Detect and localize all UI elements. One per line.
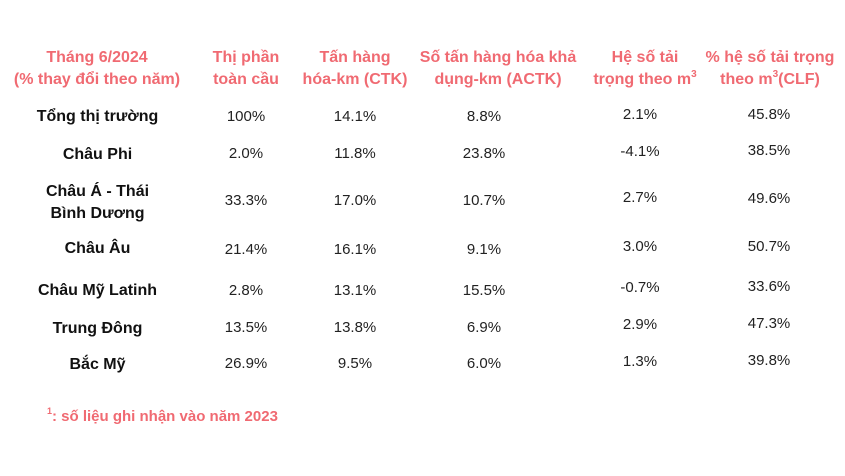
header-global-share-line1: Thị phần	[212, 49, 280, 66]
header-load-factor-line1: Hệ số tải	[611, 49, 679, 66]
header-ctk-line2: hóa-km (CTK)	[302, 71, 408, 88]
row-label: Châu Á - Thái Bình Dương	[15, 181, 180, 225]
footnote-text: : số liệu ghi nhận vào năm 2023	[52, 408, 278, 425]
cell-load-factor: -0.7%	[620, 279, 660, 296]
cell-actk: 8.8%	[466, 108, 502, 125]
row-label-text: Châu Phi	[62, 146, 133, 163]
cell-ctk: 14.1%	[333, 108, 377, 125]
row-label-text-line2: Bình Dương	[50, 205, 145, 222]
header-actk-line2: dụng-km (ACTK)	[434, 71, 562, 88]
row-label-text: Bắc Mỹ	[69, 356, 126, 373]
header-global-share: Thị phần toàn cầu	[196, 47, 296, 91]
cell-ctk: 11.8%	[334, 145, 376, 162]
header-period: Tháng 6/2024 (% thay đổi theo năm)	[12, 47, 182, 91]
cell-global-share: 100%	[226, 108, 266, 125]
row-label-text: Châu Âu	[64, 240, 131, 257]
cell-clf: 45.8%	[747, 106, 791, 123]
cell-global-share: 2.0%	[228, 145, 264, 162]
cell-actk: 23.8%	[462, 145, 506, 162]
cell-actk: 10.7%	[462, 192, 506, 209]
header-load-factor-line2-text: trọng theo m	[593, 71, 692, 88]
header-clf-superscript: 3	[772, 69, 779, 80]
cell-ctk: 13.8%	[333, 319, 377, 336]
cell-global-share: 2.8%	[228, 282, 264, 299]
row-label: Châu Âu	[15, 238, 180, 260]
header-period-line2: (% thay đổi theo năm)	[13, 71, 181, 88]
header-load-factor: Hệ số tải trọng theo m3	[580, 47, 710, 91]
header-global-share-line2: toàn cầu	[213, 71, 279, 88]
row-label-text: Châu Á - Thái	[45, 183, 150, 200]
cell-ctk: 13.1%	[333, 282, 377, 299]
header-actk: Số tấn hàng hóa khả dụng-km (ACTK)	[413, 47, 583, 91]
cell-ctk: 17.0%	[333, 192, 377, 209]
freight-market-table: Tháng 6/2024 (% thay đổi theo năm) Thị p…	[12, 47, 845, 376]
header-clf-line1: % hệ số tải trọng	[705, 49, 835, 66]
row-label: Tổng thị trường	[15, 106, 180, 128]
row-label: Châu Phi	[15, 144, 180, 166]
header-clf-line2-suffix: (CLF)	[778, 71, 820, 88]
cell-load-factor: 2.7%	[622, 189, 658, 206]
cell-clf: 47.3%	[747, 315, 791, 332]
cell-ctk: 16.1%	[333, 241, 377, 258]
cell-global-share: 33.3%	[224, 192, 268, 209]
row-label-text: Trung Đông	[52, 320, 143, 337]
cell-load-factor: 2.1%	[622, 106, 658, 123]
cell-actk: 9.1%	[466, 241, 502, 258]
header-clf-line2: theo m3(CLF)	[695, 69, 845, 91]
cell-actk: 6.9%	[466, 319, 502, 336]
row-label-text: Tổng thị trường	[36, 108, 159, 125]
cell-global-share: 26.9%	[224, 355, 268, 372]
cell-clf: 33.6%	[747, 278, 791, 295]
row-label-text: Châu Mỹ Latinh	[37, 282, 158, 299]
header-clf: % hệ số tải trọng theo m3(CLF)	[695, 47, 845, 91]
row-label: Trung Đông	[15, 318, 180, 340]
cell-actk: 6.0%	[466, 355, 502, 372]
cell-load-factor: -4.1%	[620, 143, 660, 160]
cell-clf: 50.7%	[747, 238, 791, 255]
cell-clf: 49.6%	[747, 190, 791, 207]
cell-actk: 15.5%	[462, 282, 506, 299]
header-load-factor-superscript: 3	[691, 69, 697, 80]
cell-load-factor: 2.9%	[622, 316, 658, 333]
row-label: Bắc Mỹ	[15, 354, 180, 376]
header-clf-line2-text: theo m	[720, 71, 773, 88]
cell-clf: 38.5%	[747, 142, 791, 159]
row-label: Châu Mỹ Latinh	[15, 280, 180, 302]
footnote-marker: 1	[47, 406, 53, 416]
header-ctk-line1: Tấn hàng	[319, 49, 391, 66]
cell-global-share: 13.5%	[224, 319, 268, 336]
cell-ctk: 9.5%	[337, 355, 373, 372]
cell-load-factor: 1.3%	[622, 353, 658, 370]
header-load-factor-line2: trọng theo m3	[580, 69, 710, 91]
cell-global-share: 21.4%	[224, 241, 268, 258]
header-period-line1: Tháng 6/2024	[46, 49, 148, 66]
cell-clf: 39.8%	[747, 352, 791, 369]
cell-load-factor: 3.0%	[622, 238, 658, 255]
header-ctk: Tấn hàng hóa-km (CTK)	[300, 47, 410, 91]
header-actk-line1: Số tấn hàng hóa khả	[419, 49, 577, 66]
footnote: 1: số liệu ghi nhận vào năm 2023	[47, 406, 278, 428]
